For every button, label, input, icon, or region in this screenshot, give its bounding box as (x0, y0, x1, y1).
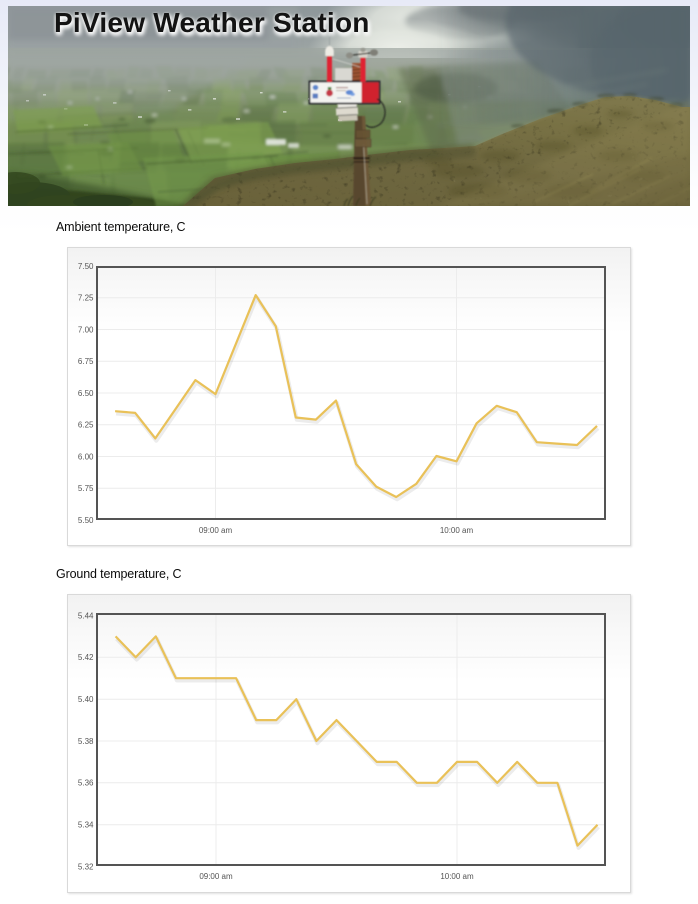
svg-text:5.50: 5.50 (78, 516, 94, 525)
svg-text:09:00 am: 09:00 am (199, 526, 233, 535)
svg-text:6.75: 6.75 (78, 357, 94, 366)
svg-text:7.25: 7.25 (78, 294, 94, 303)
svg-text:6.50: 6.50 (78, 389, 94, 398)
svg-text:5.40: 5.40 (78, 695, 94, 704)
svg-text:6.25: 6.25 (78, 421, 94, 430)
svg-text:10:00 am: 10:00 am (440, 526, 474, 535)
svg-text:5.36: 5.36 (78, 779, 94, 788)
svg-text:5.32: 5.32 (78, 862, 94, 871)
svg-text:7.50: 7.50 (78, 262, 94, 271)
svg-text:10:00 am: 10:00 am (440, 872, 474, 881)
svg-text:5.34: 5.34 (78, 821, 94, 830)
svg-text:5.75: 5.75 (78, 484, 94, 493)
svg-text:6.00: 6.00 (78, 452, 94, 461)
svg-text:7.00: 7.00 (78, 325, 94, 334)
svg-text:5.44: 5.44 (78, 611, 94, 620)
svg-text:5.38: 5.38 (78, 737, 94, 746)
svg-text:09:00 am: 09:00 am (199, 872, 233, 881)
svg-text:5.42: 5.42 (78, 653, 94, 662)
